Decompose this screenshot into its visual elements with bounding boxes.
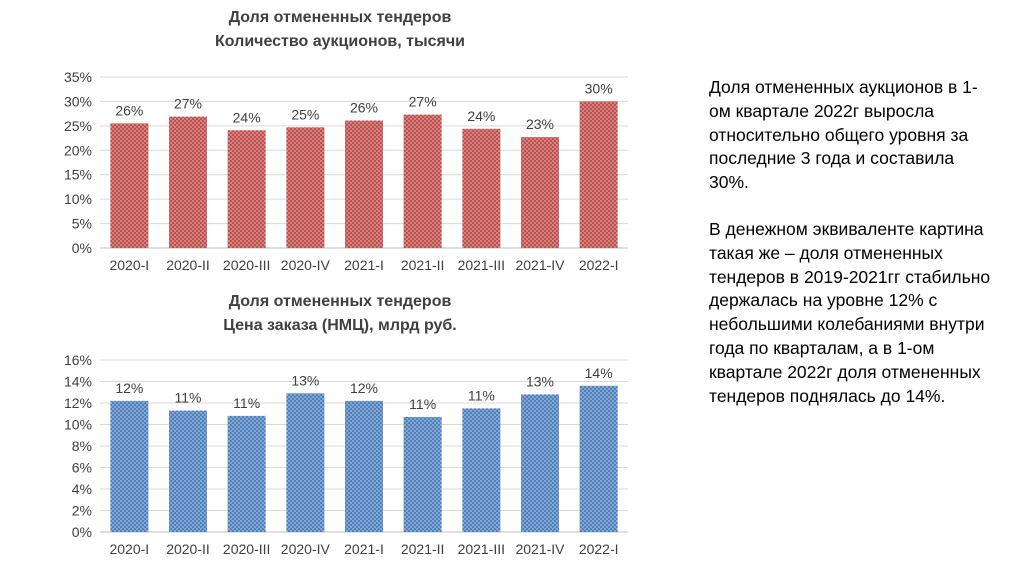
- data-label: 24%: [467, 108, 495, 124]
- bar: [110, 123, 149, 248]
- x-tick-label: 2020-IV: [281, 257, 331, 273]
- y-tick-label: 30%: [64, 93, 92, 109]
- bar: [110, 400, 149, 532]
- y-tick-label: 12%: [64, 395, 92, 411]
- x-tick-label: 2021-I: [344, 541, 384, 557]
- bar: [227, 415, 266, 532]
- x-tick-label: 2022-I: [579, 541, 619, 557]
- data-label: 11%: [409, 396, 436, 412]
- x-tick-label: 2020-II: [166, 257, 210, 273]
- y-tick-label: 6%: [72, 460, 92, 476]
- data-label: 11%: [233, 395, 260, 411]
- bar: [286, 393, 325, 532]
- bar: [521, 394, 559, 532]
- x-tick-label: 2021-I: [344, 257, 384, 273]
- x-tick-label: 2020-III: [223, 541, 270, 557]
- x-tick-label: 2021-II: [401, 257, 445, 273]
- chart1-title-line2: Количество аукционов, тысячи: [215, 33, 465, 50]
- data-label: 26%: [350, 99, 378, 115]
- data-label: 23%: [526, 116, 554, 132]
- y-tick-label: 4%: [72, 481, 92, 497]
- data-label: 26%: [115, 102, 143, 118]
- x-tick-label: 2020-I: [109, 257, 149, 273]
- bar: [169, 116, 207, 249]
- y-tick-label: 2%: [72, 503, 92, 519]
- commentary-paragraph-2: В денежном эквиваленте картина такая же …: [709, 218, 991, 406]
- data-label: 27%: [174, 96, 202, 112]
- x-tick-label: 2021-IV: [515, 541, 565, 557]
- bar: [462, 128, 501, 248]
- x-tick-label: 2020-II: [166, 541, 210, 557]
- data-label: 11%: [468, 387, 495, 403]
- x-tick-label: 2021-IV: [515, 257, 565, 273]
- bar: [169, 410, 207, 532]
- y-tick-label: 15%: [64, 167, 92, 183]
- data-label: 12%: [350, 380, 378, 396]
- x-tick-label: 2022-I: [579, 257, 619, 273]
- data-label: 25%: [291, 106, 319, 122]
- x-tick-label: 2021-III: [458, 257, 505, 273]
- bar: [227, 130, 266, 248]
- data-label: 13%: [291, 372, 319, 388]
- commentary: Доля отмененных аукционов в 1-ом квартал…: [709, 76, 994, 431]
- y-tick-label: 5%: [72, 216, 92, 232]
- data-label: 24%: [233, 109, 261, 125]
- y-tick-label: 20%: [64, 142, 92, 158]
- auction-count-chart: 0% 5% 10% 15% 20% 25% 30% 35% 26% 2020-I 27% 2020-I…: [64, 69, 628, 273]
- chart2-title: Доля отмененных тендеров Цена заказа (НМ…: [60, 290, 620, 338]
- bar: [403, 114, 442, 248]
- bar: [579, 101, 618, 248]
- y-tick-label: 14%: [64, 374, 92, 390]
- chart1-title: Доля отмененных тендеров Количество аукц…: [60, 6, 620, 54]
- data-label: 13%: [526, 373, 554, 389]
- bar: [579, 385, 618, 532]
- bar: [462, 408, 501, 532]
- bar: [521, 137, 559, 248]
- chart1-title-line1: Доля отмененных тендеров: [228, 9, 452, 26]
- y-tick-label: 0%: [72, 524, 92, 540]
- data-label: 30%: [585, 80, 613, 96]
- y-tick-label: 0%: [72, 240, 92, 256]
- bar: [345, 120, 383, 248]
- data-label: 14%: [585, 365, 613, 381]
- x-tick-label: 2020-III: [223, 257, 270, 273]
- commentary-paragraph-1: Доля отмененных аукционов в 1-ом квартал…: [709, 77, 978, 193]
- order-price-chart: 0% 2% 4% 6% 8% 10% 12% 14% 16% 12% 2020-I 11% 2020-I…: [64, 352, 628, 557]
- chart2-title-line1: Доля отмененных тендеров: [228, 293, 452, 310]
- data-label: 27%: [409, 94, 437, 110]
- data-label: 11%: [175, 390, 202, 406]
- chart2-title-line2: Цена заказа (НМЦ), млрд руб.: [223, 317, 457, 334]
- data-label: 12%: [115, 380, 143, 396]
- x-tick-label: 2021-II: [401, 541, 445, 557]
- y-tick-label: 25%: [64, 118, 92, 134]
- y-tick-label: 8%: [72, 438, 92, 454]
- bar: [403, 416, 442, 532]
- bar: [286, 127, 325, 248]
- y-tick-label: 16%: [64, 352, 92, 368]
- x-tick-label: 2020-I: [109, 541, 149, 557]
- y-tick-label: 35%: [64, 69, 92, 85]
- y-tick-label: 10%: [64, 191, 92, 207]
- y-tick-label: 10%: [64, 417, 92, 433]
- x-tick-label: 2020-IV: [281, 541, 331, 557]
- bar: [345, 400, 383, 532]
- x-tick-label: 2021-III: [458, 541, 505, 557]
